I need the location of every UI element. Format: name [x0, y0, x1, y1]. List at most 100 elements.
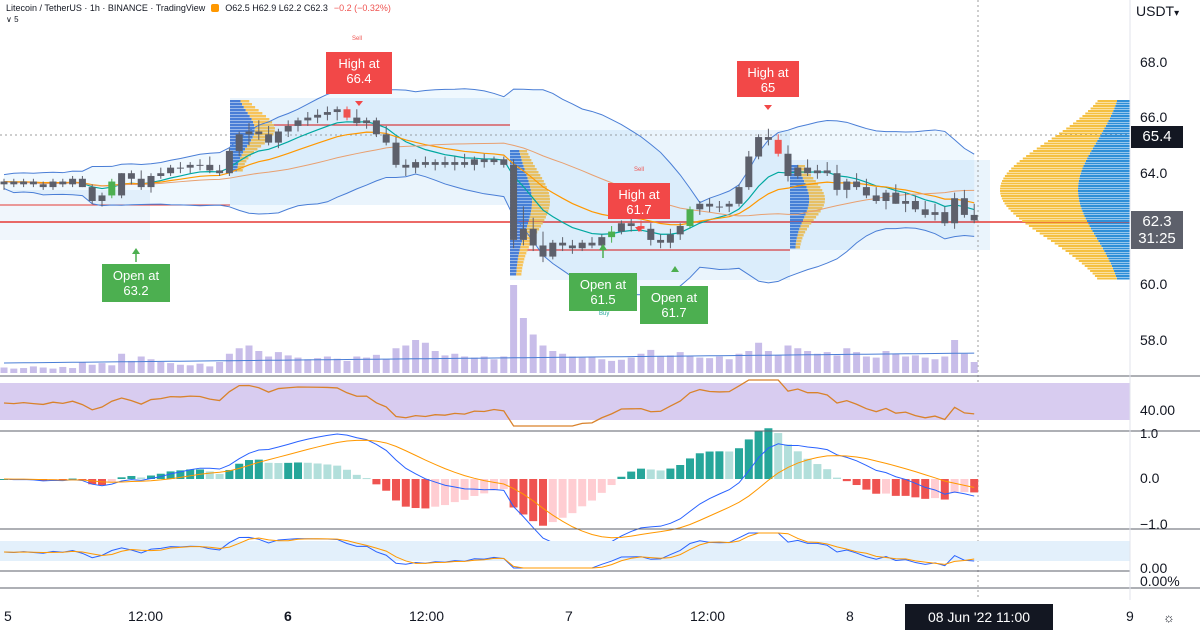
- symbol-title[interactable]: Litecoin / TetherUS · 1h · BINANCE · Tra…: [6, 3, 206, 13]
- profile-bar-yellow: [526, 174, 541, 177]
- profile-bar-blue: [790, 192, 809, 195]
- time-label: 12:00: [128, 608, 164, 624]
- high-annotation[interactable]: High at 61.7: [608, 183, 670, 219]
- profile-bar-yellow: [799, 228, 807, 231]
- macd-histogram-bar: [509, 479, 518, 508]
- profile-bar-blue: [1078, 187, 1130, 190]
- candle-body: [333, 109, 341, 113]
- profile-bar-yellow: [1016, 215, 1085, 217]
- profile-bar-yellow: [520, 156, 530, 159]
- price-label: 64.0: [1140, 165, 1168, 181]
- candle-body: [951, 198, 959, 224]
- profile-bar-yellow: [808, 204, 824, 207]
- profile-bar-blue: [1102, 247, 1130, 250]
- profile-bar-blue: [790, 216, 805, 219]
- volume-bar: [941, 356, 949, 373]
- profile-bar-yellow: [237, 169, 243, 172]
- profile-bar-blue: [510, 192, 532, 195]
- profile-bar-yellow: [1008, 207, 1082, 210]
- high-annotation[interactable]: High at 66.4: [326, 52, 392, 94]
- volume-bar: [882, 351, 890, 373]
- macd-histogram-bar: [793, 451, 802, 479]
- settings-gear-icon[interactable]: ☼: [1163, 610, 1175, 625]
- candle-body: [970, 214, 978, 221]
- macd-histogram-bar: [813, 464, 822, 479]
- profile-bar-blue: [790, 204, 809, 207]
- candle-body: [921, 209, 929, 215]
- volume-bar: [657, 356, 665, 373]
- profile-bar-yellow: [809, 201, 825, 204]
- profile-bar-blue: [1080, 205, 1130, 207]
- profile-bar-yellow: [797, 234, 804, 237]
- indicator-toggle[interactable]: ∨ 5: [6, 15, 19, 24]
- alert-badge-icon[interactable]: [211, 4, 220, 12]
- candle-body: [186, 164, 194, 168]
- volume-bar: [931, 359, 939, 373]
- symbol-header[interactable]: Litecoin / TetherUS · 1h · BINANCE · Tra…: [6, 3, 397, 13]
- volume-bar: [274, 352, 282, 373]
- profile-bar-blue: [1080, 172, 1130, 175]
- profile-bar-blue: [510, 246, 521, 249]
- rsi-pane[interactable]: [0, 379, 1130, 427]
- profile-bar-blue: [510, 153, 521, 156]
- macd-histogram-bar: [333, 465, 342, 479]
- profile-bar-yellow: [1095, 102, 1117, 105]
- profile-bar-yellow: [251, 139, 269, 142]
- volume-bar: [39, 367, 47, 373]
- candle-body: [255, 131, 263, 135]
- profile-bar-blue: [1101, 132, 1130, 135]
- volume-bar: [862, 356, 870, 373]
- volume-bar: [960, 353, 968, 373]
- profile-bar-yellow: [243, 151, 255, 154]
- macd-histogram-bar: [901, 479, 910, 496]
- bollinger-fill: [4, 87, 975, 295]
- candle-body: [862, 187, 870, 196]
- open-annotation[interactable]: Open at 63.2: [102, 264, 170, 302]
- volume-bar: [255, 351, 263, 373]
- profile-bar-blue: [1112, 112, 1130, 115]
- macd-histogram-bar: [176, 470, 185, 479]
- profile-bar-yellow: [518, 255, 526, 258]
- candle-body: [461, 162, 469, 165]
- stoch-pane[interactable]: [0, 532, 1130, 569]
- candle-body: [608, 231, 616, 238]
- volume-bar: [833, 355, 841, 373]
- candle-body: [794, 167, 802, 176]
- profile-bar-blue: [510, 183, 530, 186]
- profile-bar-yellow: [241, 154, 252, 157]
- candle-body: [529, 228, 537, 246]
- profile-bar-yellow: [242, 103, 252, 106]
- open-annotation[interactable]: Open at 61.5: [569, 273, 637, 311]
- profile-bar-yellow: [520, 153, 529, 156]
- profile-bar-blue: [790, 246, 796, 249]
- stoch-axis-label: 0.00: [1140, 560, 1168, 576]
- profile-bar-yellow: [805, 213, 819, 216]
- candle-body: [235, 134, 243, 151]
- ema-slow: [3, 131, 975, 226]
- profile-bar-blue: [510, 159, 522, 162]
- profile-bar-yellow: [254, 124, 275, 127]
- candle-body: [853, 181, 861, 188]
- profile-bar-blue: [1083, 212, 1130, 215]
- profile-bar-blue: [230, 100, 241, 103]
- candle-body: [167, 167, 175, 174]
- volume-bar: [735, 353, 743, 373]
- candle-body: [480, 159, 488, 163]
- candle-body: [294, 120, 302, 126]
- macd-pane[interactable]: [0, 428, 979, 549]
- open-annotation[interactable]: Open at 61.7: [640, 286, 708, 324]
- macd-histogram-bar: [460, 479, 469, 500]
- candle-body: [676, 226, 684, 235]
- profile-bar-blue: [1078, 190, 1130, 192]
- profile-bar-yellow: [518, 252, 527, 255]
- candlesticks[interactable]: [0, 101, 978, 272]
- pane-separators[interactable]: [0, 0, 1200, 600]
- candle-body: [588, 242, 596, 246]
- volume-bar: [10, 368, 18, 373]
- profile-bar-blue: [1097, 140, 1130, 142]
- high-annotation[interactable]: High at 65: [737, 61, 799, 97]
- profile-bar-yellow: [801, 222, 812, 225]
- volume-bar: [20, 368, 28, 373]
- currency-label[interactable]: USDT▾: [1136, 3, 1179, 19]
